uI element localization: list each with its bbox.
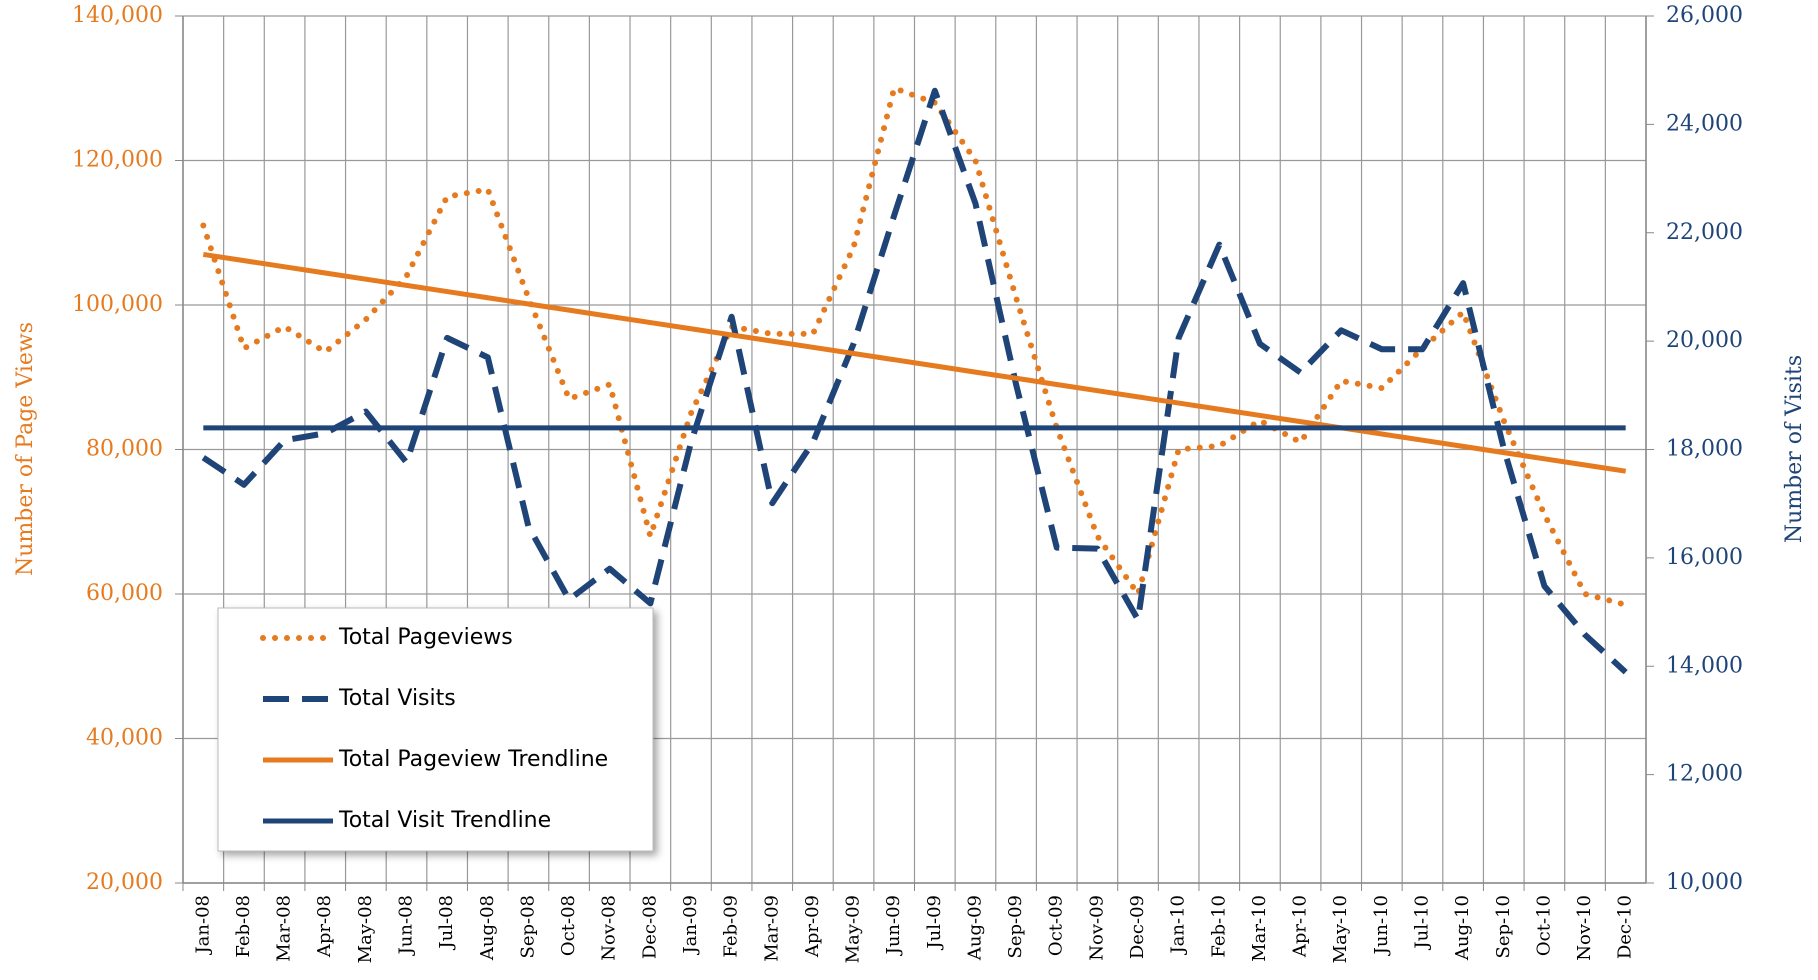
x-tick-label: Oct-08 [558, 895, 579, 956]
y-tick-label: 140,000 [72, 3, 163, 28]
x-tick-label: Feb-10 [1208, 895, 1229, 958]
x-tick-label: Mar-09 [761, 895, 782, 962]
y2-tick-label: 10,000 [1666, 870, 1743, 895]
legend: Total Pageviews Total Visits Total Pagevie… [217, 607, 654, 852]
x-tick-label: Apr-10 [1290, 895, 1311, 958]
y-tick-label: 80,000 [86, 437, 163, 462]
y2-tick-label: 22,000 [1666, 220, 1743, 245]
x-tick-label: May-09 [843, 895, 864, 963]
y2-tick-label: 12,000 [1666, 762, 1743, 787]
x-tick-label: Aug-10 [1452, 895, 1473, 961]
x-tick-label: Nov-09 [1086, 895, 1107, 961]
x-tick-label: Aug-09 [964, 895, 985, 961]
y2-axis-title: Number of Visits [1782, 355, 1807, 543]
y-axis-title: Number of Page Views [13, 322, 38, 576]
x-tick-label: Nov-08 [599, 895, 620, 961]
x-tick-label: Jul-10 [1411, 895, 1432, 951]
legend-box [217, 607, 654, 852]
x-tick-label: Mar-10 [1249, 895, 1270, 962]
x-tick-label: Jul-08 [436, 895, 457, 951]
x-tick-label: Feb-08 [233, 895, 254, 958]
y2-tick-label: 18,000 [1666, 437, 1743, 462]
y-tick-label: 20,000 [86, 870, 163, 895]
y2-tick-label: 20,000 [1666, 328, 1743, 353]
x-tick-label: Jul-09 [924, 895, 945, 951]
y-tick-label: 40,000 [86, 726, 163, 751]
y2-tick-label: 16,000 [1666, 545, 1743, 570]
x-tick-label: Jun-10 [1371, 895, 1392, 956]
x-tick-label: Jan-10 [1168, 895, 1189, 956]
legend-label: Total Visits [338, 686, 456, 711]
x-tick-label: Feb-09 [721, 895, 742, 958]
x-tick-label: Sep-09 [1005, 895, 1026, 959]
x-tick-label: Jun-08 [396, 895, 417, 956]
x-tick-label: Jan-09 [680, 895, 701, 956]
y2-tick-label: 24,000 [1666, 111, 1743, 136]
y-tick-label: 100,000 [72, 292, 163, 317]
y2-tick-label: 26,000 [1666, 3, 1743, 28]
x-tick-label: Apr-09 [802, 895, 823, 958]
y2-tick-label: 14,000 [1666, 653, 1743, 678]
x-tick-label: Mar-08 [274, 895, 295, 962]
x-tick-label: Sep-10 [1493, 895, 1514, 959]
x-tick-label: Sep-08 [517, 895, 538, 959]
x-tick-label: Dec-09 [1127, 895, 1148, 959]
legend-label: Total Pageviews [338, 625, 513, 650]
legend-label: Total Visit Trendline [338, 808, 551, 833]
legend-label: Total Pageview Trendline [338, 747, 608, 772]
x-tick-label: Nov-10 [1574, 895, 1595, 961]
x-tick-label: Aug-08 [477, 895, 498, 961]
series-line [200, 85, 1629, 608]
x-tick-label: Dec-10 [1615, 895, 1636, 959]
x-tick-label: Jan-08 [192, 895, 213, 956]
x-tick-label: Jun-09 [883, 895, 904, 956]
x-tick-label: May-10 [1330, 895, 1351, 963]
series-line [202, 251, 1627, 474]
x-tick-label: Apr-08 [314, 895, 335, 958]
x-tick-label: Dec-08 [639, 895, 660, 959]
series-line [201, 87, 1628, 675]
y-tick-label: 120,000 [72, 148, 163, 173]
y-tick-label: 60,000 [86, 581, 163, 606]
x-tick-label: Oct-09 [1046, 895, 1067, 956]
x-tick-label: May-08 [355, 895, 376, 963]
x-tick-label: Oct-10 [1533, 895, 1554, 956]
